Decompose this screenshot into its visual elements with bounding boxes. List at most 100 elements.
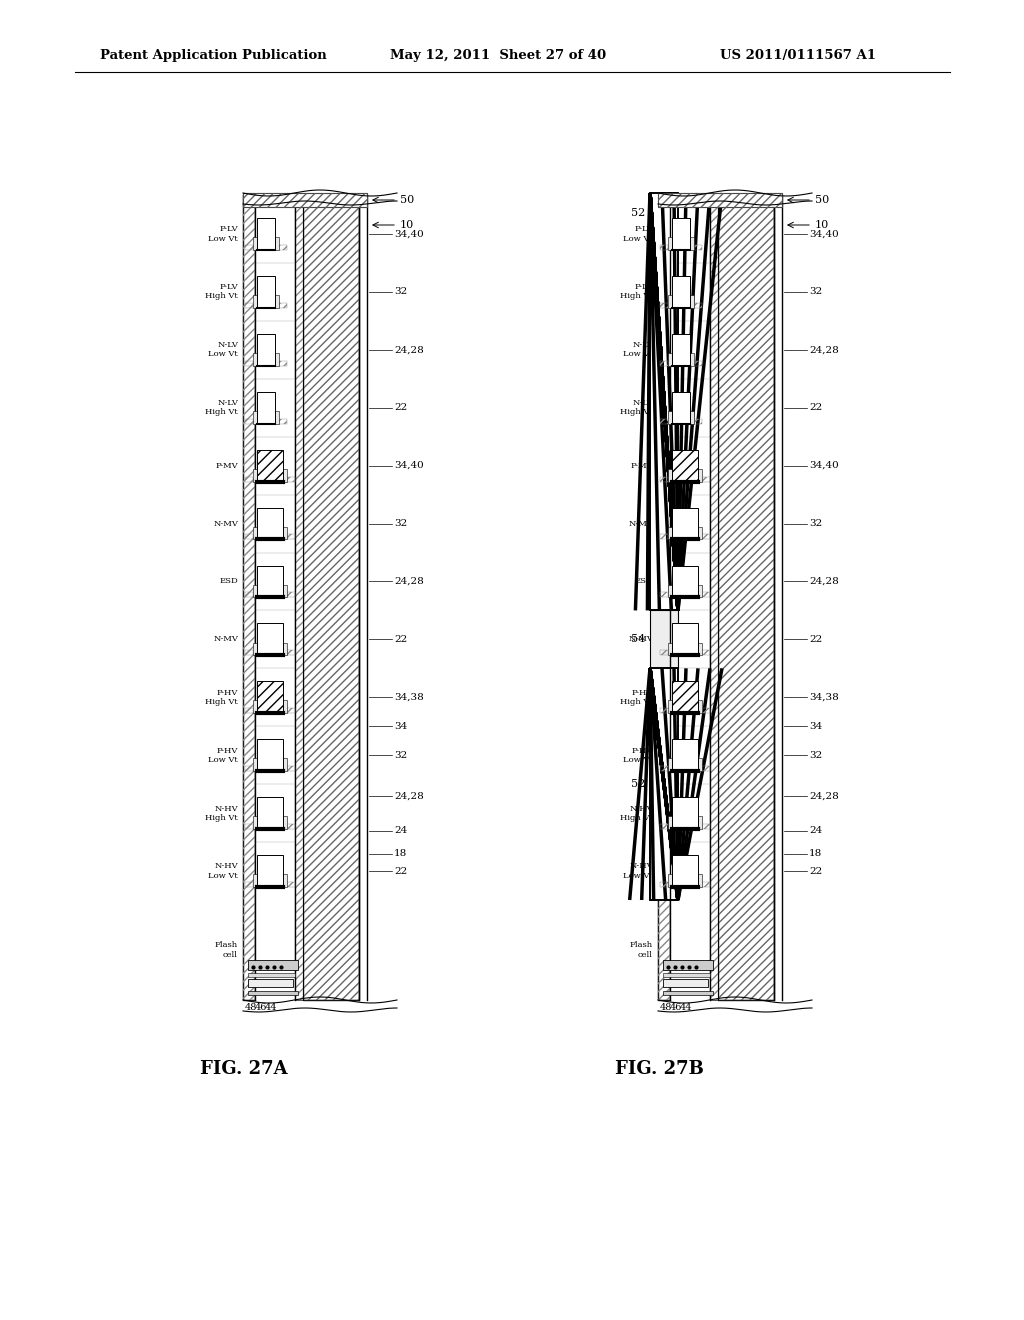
Bar xyxy=(694,418,702,424)
Bar xyxy=(275,296,279,308)
Bar xyxy=(253,527,257,540)
Text: 24,28: 24,28 xyxy=(394,791,424,800)
Text: 34,40: 34,40 xyxy=(394,230,424,239)
Bar xyxy=(245,882,253,887)
Text: P-HV
Low Vt: P-HV Low Vt xyxy=(624,747,653,764)
Bar xyxy=(702,882,710,887)
Bar xyxy=(283,527,287,540)
Bar xyxy=(279,302,287,308)
Bar xyxy=(672,623,698,655)
Bar xyxy=(660,709,668,713)
Text: 48: 48 xyxy=(660,1003,673,1012)
Text: P-LV
Low Vt: P-LV Low Vt xyxy=(208,226,238,243)
Bar xyxy=(255,195,295,1001)
Text: N-LV
Low Vt: N-LV Low Vt xyxy=(208,341,238,359)
Bar xyxy=(698,874,702,887)
Bar xyxy=(283,585,287,598)
Bar xyxy=(287,535,295,540)
Bar xyxy=(253,585,257,598)
Text: 18: 18 xyxy=(809,849,822,858)
Text: N-LV
High Vt: N-LV High Vt xyxy=(621,399,653,416)
Bar xyxy=(248,960,298,970)
Bar xyxy=(279,418,287,424)
Bar xyxy=(660,882,668,887)
Bar xyxy=(287,593,295,598)
Bar xyxy=(668,469,672,482)
Text: N-MV: N-MV xyxy=(628,520,653,528)
Text: 44: 44 xyxy=(265,1003,278,1012)
Bar xyxy=(698,527,702,540)
Bar xyxy=(670,195,710,1001)
Bar xyxy=(660,246,668,249)
Bar xyxy=(275,352,279,366)
Bar xyxy=(253,296,257,308)
Bar xyxy=(650,668,678,900)
Bar xyxy=(248,979,293,987)
Text: 46: 46 xyxy=(255,1003,267,1012)
Text: N-MV: N-MV xyxy=(213,520,238,528)
Bar xyxy=(702,535,710,540)
Bar xyxy=(275,238,279,249)
Bar xyxy=(672,739,698,771)
Bar xyxy=(287,709,295,713)
Bar xyxy=(257,565,283,598)
Bar xyxy=(287,766,295,771)
Text: 24: 24 xyxy=(394,826,408,836)
Bar xyxy=(287,882,295,887)
Bar xyxy=(672,565,698,598)
Bar xyxy=(660,360,668,366)
Bar xyxy=(660,477,668,482)
Bar xyxy=(257,218,275,249)
Bar xyxy=(279,246,287,249)
Bar xyxy=(303,195,359,1001)
Bar xyxy=(303,195,359,1001)
Text: 32: 32 xyxy=(809,519,822,528)
Text: P-LV
High Vt: P-LV High Vt xyxy=(621,284,653,301)
Bar xyxy=(710,195,718,1001)
Bar xyxy=(668,411,672,424)
Bar xyxy=(253,238,257,249)
Text: 22: 22 xyxy=(394,635,408,644)
Bar xyxy=(257,508,283,540)
Bar xyxy=(668,352,672,366)
Bar xyxy=(663,960,713,970)
Bar xyxy=(245,302,253,308)
Bar xyxy=(253,874,257,887)
Bar xyxy=(279,360,287,366)
Bar xyxy=(245,651,253,655)
Text: N-MV: N-MV xyxy=(628,635,653,643)
Bar xyxy=(663,979,708,987)
Bar xyxy=(253,759,257,771)
Text: 32: 32 xyxy=(809,751,822,760)
Bar xyxy=(243,193,367,207)
Bar xyxy=(248,973,295,977)
Bar xyxy=(287,477,295,482)
Bar xyxy=(658,193,782,207)
Bar xyxy=(257,797,283,829)
Bar xyxy=(658,195,670,1001)
Bar xyxy=(650,193,678,610)
Text: P-MV: P-MV xyxy=(631,462,653,470)
Bar xyxy=(257,855,283,887)
Bar xyxy=(702,593,710,598)
Bar xyxy=(702,766,710,771)
Bar xyxy=(245,593,253,598)
Bar xyxy=(702,824,710,829)
Bar xyxy=(660,535,668,540)
Bar xyxy=(668,759,672,771)
Text: P-HV
High Vt: P-HV High Vt xyxy=(621,689,653,706)
Text: 32: 32 xyxy=(394,519,408,528)
Bar xyxy=(245,360,253,366)
Bar xyxy=(245,477,253,482)
Bar xyxy=(663,973,710,977)
Text: N-MV: N-MV xyxy=(213,635,238,643)
Text: 54: 54 xyxy=(631,635,645,644)
Text: 24,28: 24,28 xyxy=(394,346,424,354)
Bar xyxy=(283,759,287,771)
Bar xyxy=(698,643,702,655)
Bar xyxy=(257,276,275,308)
Text: 50: 50 xyxy=(400,195,415,205)
Text: P-HV
Low Vt: P-HV Low Vt xyxy=(208,747,238,764)
Text: US 2011/0111567 A1: US 2011/0111567 A1 xyxy=(720,49,876,62)
Bar xyxy=(672,681,698,713)
